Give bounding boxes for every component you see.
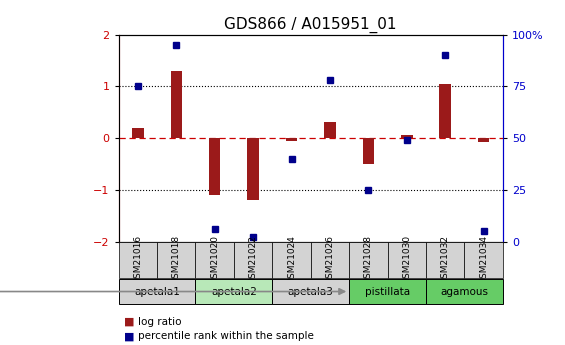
FancyBboxPatch shape [195, 279, 272, 304]
Bar [401, 136, 412, 138]
Text: log ratio: log ratio [138, 317, 182, 326]
FancyBboxPatch shape [157, 241, 195, 278]
Text: apetala3: apetala3 [288, 287, 334, 296]
Bar [324, 122, 336, 138]
FancyBboxPatch shape [388, 241, 426, 278]
Text: GSM21026: GSM21026 [325, 235, 334, 284]
Text: GSM21028: GSM21028 [364, 235, 373, 284]
Text: GSM21024: GSM21024 [287, 235, 296, 284]
Title: GDS866 / A015951_01: GDS866 / A015951_01 [224, 17, 397, 33]
Bar [209, 138, 220, 195]
Text: apetala2: apetala2 [211, 287, 257, 296]
Text: agamous: agamous [441, 287, 488, 296]
Bar [478, 138, 489, 142]
Bar [286, 138, 297, 141]
FancyBboxPatch shape [349, 279, 426, 304]
Bar [363, 138, 374, 164]
FancyBboxPatch shape [119, 279, 195, 304]
FancyBboxPatch shape [272, 279, 349, 304]
FancyBboxPatch shape [119, 241, 157, 278]
Text: GSM21016: GSM21016 [133, 235, 142, 284]
Text: GSM21034: GSM21034 [479, 235, 488, 284]
Bar [440, 84, 451, 138]
FancyBboxPatch shape [195, 241, 234, 278]
Bar [132, 128, 144, 138]
Text: pistillata: pistillata [365, 287, 410, 296]
Text: ■: ■ [124, 317, 135, 326]
Text: GSM21032: GSM21032 [441, 235, 450, 284]
FancyBboxPatch shape [464, 241, 503, 278]
Text: ■: ■ [124, 332, 135, 341]
FancyBboxPatch shape [426, 279, 503, 304]
Text: GSM21020: GSM21020 [210, 235, 219, 284]
Text: GSM21018: GSM21018 [172, 235, 181, 284]
Bar [247, 138, 259, 200]
FancyBboxPatch shape [311, 241, 349, 278]
Text: GSM21030: GSM21030 [402, 235, 411, 284]
Bar [171, 71, 182, 138]
FancyBboxPatch shape [349, 241, 388, 278]
Text: GSM21022: GSM21022 [249, 235, 258, 284]
Text: genotype/variation: genotype/variation [0, 287, 345, 296]
Text: apetala1: apetala1 [134, 287, 180, 296]
Text: percentile rank within the sample: percentile rank within the sample [138, 332, 314, 341]
FancyBboxPatch shape [234, 241, 272, 278]
FancyBboxPatch shape [426, 241, 464, 278]
FancyBboxPatch shape [272, 241, 311, 278]
